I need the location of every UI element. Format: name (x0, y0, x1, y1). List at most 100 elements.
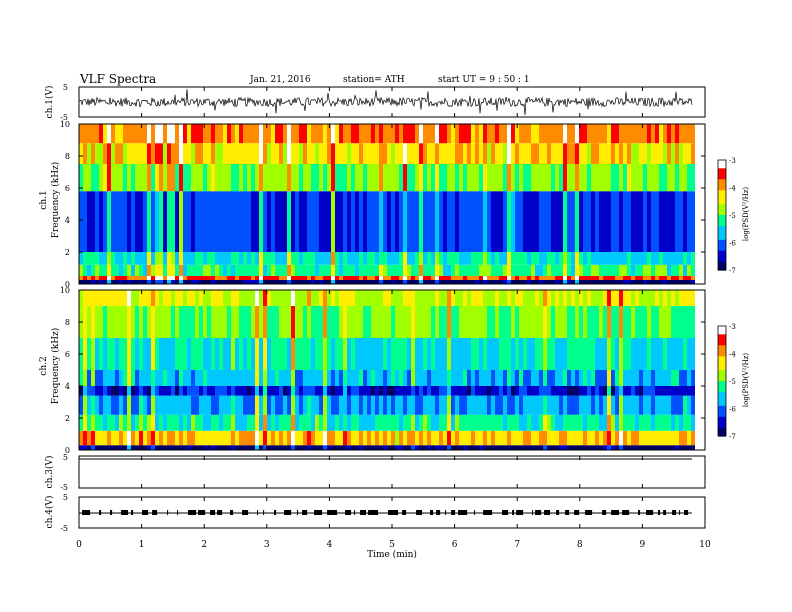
spectrogram-cell (79, 414, 83, 431)
spectrogram-cell (247, 164, 251, 192)
spectrogram-cell (691, 290, 695, 306)
spectrogram-cell (479, 290, 483, 306)
spectrogram-cell (179, 338, 183, 370)
spectrogram-cell (163, 290, 167, 306)
spectrogram-cell (411, 252, 415, 265)
spectrogram-cell (371, 124, 375, 144)
spectrogram-cell (403, 143, 407, 164)
spectrogram-cell (343, 164, 347, 192)
spectrogram-cell (259, 414, 263, 431)
spectrogram-cell (459, 290, 463, 306)
spectrogram-cell (339, 370, 343, 386)
spectrogram-cell (383, 370, 387, 386)
spectrogram-cell (571, 395, 575, 415)
spectrogram-cell (675, 252, 679, 265)
spectrogram-cell (207, 143, 211, 164)
spectrogram-cell (595, 430, 599, 446)
spectrogram-cell (291, 306, 295, 338)
colorbar-cell (718, 250, 726, 255)
spectrogram-cell (623, 191, 627, 252)
ch1-colorbar: -3-4-5-6-7 (717, 157, 736, 275)
spectrogram-cell (303, 280, 307, 284)
spectrogram-cell (251, 445, 255, 450)
spectrogram-cell (547, 191, 551, 252)
spectrogram-cell (467, 280, 471, 284)
spectrogram-cell (499, 124, 503, 144)
spectrogram-cell (127, 264, 131, 276)
spectrogram-cell (91, 430, 95, 446)
spectrogram-cell (415, 370, 419, 386)
spectrogram-cell (359, 414, 363, 431)
spectrogram-cell (427, 306, 431, 338)
spectrogram-cell (351, 386, 355, 396)
spectrogram-cell (123, 280, 127, 284)
spectrogram-cell (435, 290, 439, 306)
spectrogram-cell (311, 252, 315, 265)
spectrogram-cell (587, 386, 591, 396)
spectrogram-cell (487, 290, 491, 306)
spectrogram-cell (187, 276, 191, 280)
spectrogram-cell (251, 191, 255, 252)
spectrogram-cell (175, 370, 179, 386)
spectrogram-cell (263, 280, 267, 284)
spectrogram-cell (291, 276, 295, 280)
spectrogram-cell (535, 414, 539, 431)
spectrogram-cell (411, 164, 415, 192)
colorbar-cell (718, 204, 726, 208)
time-tick-label: 5 (389, 540, 395, 550)
spectrogram-cell (375, 338, 379, 370)
spectrogram-cell (439, 264, 443, 276)
spectrogram-cell (683, 191, 687, 252)
spectrogram-cell (171, 280, 175, 284)
spectrogram-cell (459, 143, 463, 164)
colorbar-cell (718, 209, 726, 213)
spectrogram-cell (443, 191, 447, 252)
spectrogram-cell (187, 386, 191, 396)
spectrogram-cell (575, 252, 579, 265)
spectrogram-cell (507, 306, 511, 338)
spectrogram-cell (235, 143, 239, 164)
spectrogram-cell (331, 306, 335, 338)
spectrogram-cell (531, 191, 535, 252)
spectrogram-cell (427, 143, 431, 164)
time-tick-label: 7 (514, 540, 520, 550)
spectrogram-cell (187, 338, 191, 370)
spectrogram-cell (523, 191, 527, 252)
spectrogram-cell (311, 191, 315, 252)
spectrogram-cell (423, 338, 427, 370)
spectrogram-cell (395, 124, 399, 144)
spectrogram-cell (127, 276, 131, 280)
spectrogram-cell (79, 252, 83, 265)
spectrogram-cell (87, 338, 91, 370)
spectrogram-cell (139, 445, 143, 450)
colorbar-cell (718, 397, 726, 401)
spectrogram-cell (531, 445, 535, 450)
spectrogram-cell (607, 430, 611, 446)
colorbar-cell (718, 389, 726, 393)
colorbar-cell (718, 259, 726, 263)
spectrogram-cell (591, 445, 595, 450)
spectrogram-cell (551, 430, 555, 446)
spectrogram-cell (411, 191, 415, 252)
spectrogram-cell (211, 338, 215, 370)
colorbar-cell (718, 184, 726, 189)
spectrogram-cell (403, 264, 407, 276)
spectrogram-cell (143, 306, 147, 338)
spectrogram-cell (527, 290, 531, 306)
spectrogram-cell (659, 306, 663, 338)
ch4-pulse (388, 510, 399, 515)
spectrogram-cell (107, 395, 111, 415)
spectrogram-cell (191, 124, 195, 144)
spectrogram-cell (87, 124, 91, 144)
spectrogram-cell (431, 290, 435, 306)
spectrogram-cell (587, 370, 591, 386)
spectrogram-cell (335, 191, 339, 252)
spectrogram-cell (367, 124, 371, 144)
spectrogram-cell (651, 395, 655, 415)
spectrogram-cell (655, 386, 659, 396)
spectrogram-cell (507, 124, 511, 144)
spectrogram-cell (151, 124, 155, 144)
spectrogram-cell (583, 386, 587, 396)
spectrogram-cell (563, 395, 567, 415)
